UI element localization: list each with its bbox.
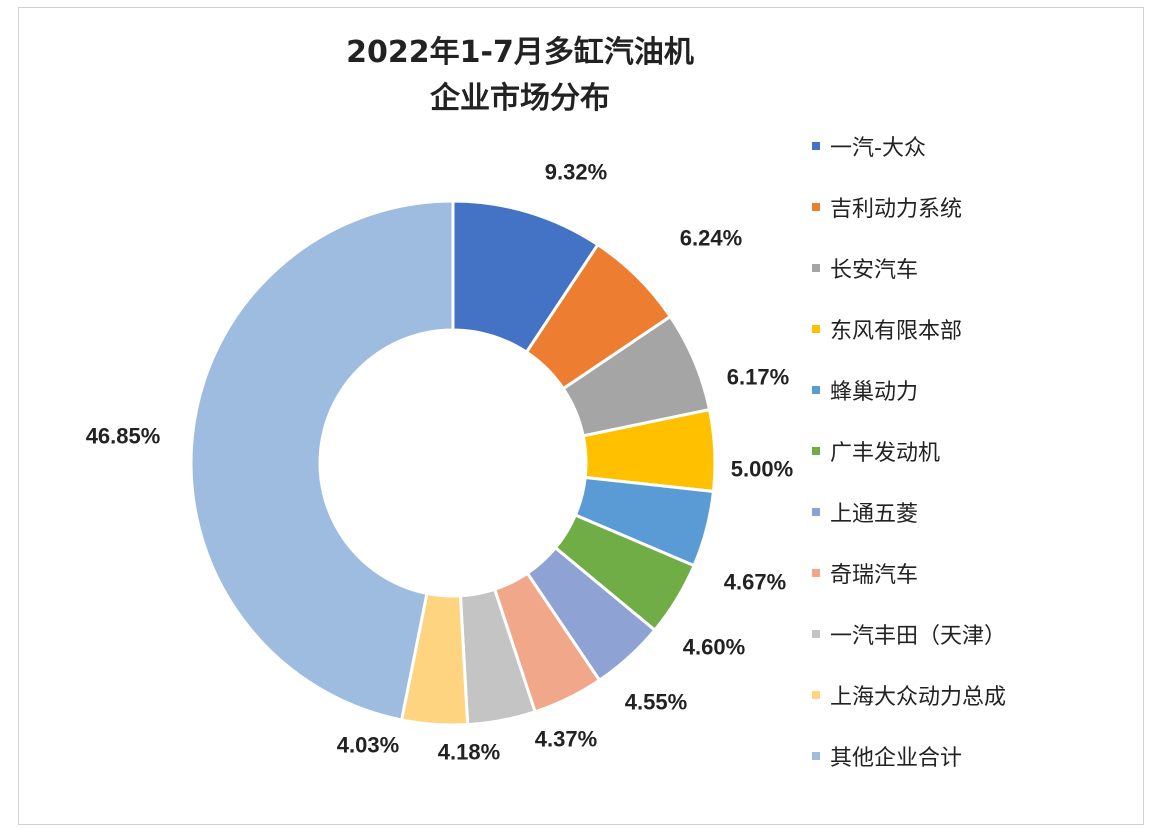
legend-swatch	[812, 141, 820, 150]
legend-swatch	[812, 568, 820, 577]
legend-item-1: 一汽-大众	[812, 115, 1142, 176]
legend-item-6: 广丰发动机	[812, 420, 1142, 481]
legend-item-4: 东风有限本部	[812, 298, 1142, 359]
legend-swatch	[812, 446, 820, 455]
donut-slice-11	[189, 199, 455, 722]
legend-item-11: 其他企业合计	[812, 725, 1142, 786]
legend-item-7: 上通五菱	[812, 481, 1142, 542]
data-label-3: 6.17%	[727, 365, 789, 390]
legend-swatch	[812, 507, 820, 516]
legend-swatch	[812, 751, 820, 760]
legend-swatch	[812, 385, 820, 394]
data-label-8: 4.37%	[535, 727, 597, 752]
legend-label: 上通五菱	[830, 501, 919, 527]
legend-item-9: 一汽丰田（天津）	[812, 603, 1142, 664]
chart-title: 2022年1-7月多缸汽油机 企业市场分布	[260, 30, 780, 122]
chart-title-line-2: 企业市场分布	[430, 81, 610, 116]
legend-swatch	[812, 202, 820, 211]
data-label-5: 4.67%	[724, 570, 786, 595]
data-label-11: 46.85%	[86, 424, 161, 449]
legend-swatch	[812, 263, 820, 272]
legend-item-2: 吉利动力系统	[812, 176, 1142, 237]
legend-label: 一汽丰田（天津）	[830, 623, 1007, 649]
data-label-1: 9.32%	[545, 160, 607, 185]
legend-label: 吉利动力系统	[830, 196, 963, 222]
legend-swatch	[812, 690, 820, 699]
legend-label: 一汽-大众	[830, 135, 926, 161]
chart-legend: 一汽-大众吉利动力系统 长安汽车东风有限本部 蜂巢动力广丰发动机上通五菱奇瑞汽车一汽…	[812, 115, 1142, 786]
legend-label: 广丰发动机	[830, 440, 941, 466]
legend-item-5: 蜂巢动力	[812, 359, 1142, 420]
legend-item-10: 上海大众动力总成	[812, 664, 1142, 725]
data-label-4: 5.00%	[731, 457, 793, 482]
legend-label: 奇瑞汽车	[830, 562, 919, 588]
legend-label: 长安汽车	[830, 257, 919, 283]
data-label-10: 4.03%	[337, 733, 399, 758]
legend-label: 东风有限本部	[830, 318, 963, 344]
legend-item-8: 奇瑞汽车	[812, 542, 1142, 603]
data-label-9: 4.18%	[438, 740, 500, 765]
legend-item-3: 长安汽车	[812, 237, 1142, 298]
legend-label: 蜂巢动力	[830, 379, 919, 405]
legend-swatch	[812, 324, 820, 333]
chart-title-line-1: 2022年1-7月多缸汽油机	[346, 35, 694, 70]
data-label-6: 4.60%	[683, 635, 745, 660]
legend-label: 其他企业合计	[830, 745, 963, 771]
legend-label: 上海大众动力总成	[830, 684, 1007, 710]
data-label-7: 4.55%	[625, 690, 687, 715]
legend-swatch	[812, 629, 820, 638]
data-label-2: 6.24%	[680, 226, 742, 251]
